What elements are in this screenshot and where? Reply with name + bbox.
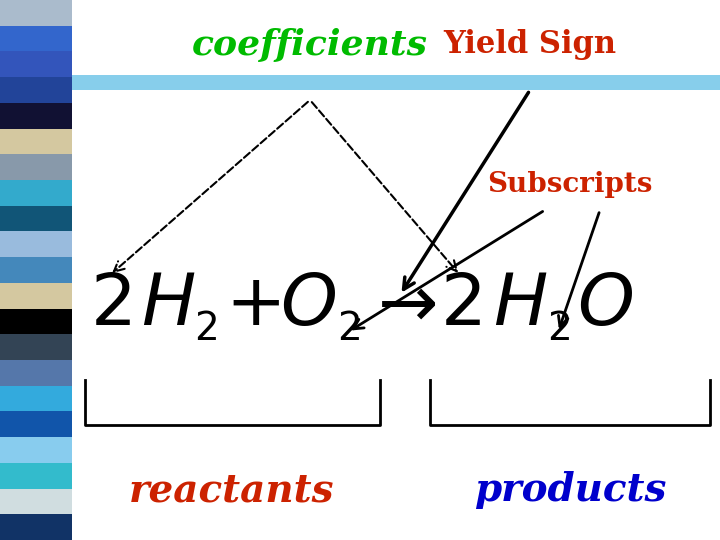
- Text: $O$: $O$: [577, 270, 633, 340]
- Bar: [0, 154, 72, 180]
- Text: products: products: [474, 471, 666, 509]
- Bar: [0, 308, 72, 334]
- Text: $O$: $O$: [280, 270, 336, 340]
- Bar: [0, 257, 72, 283]
- Text: $+$: $+$: [225, 270, 279, 340]
- Bar: [0, 437, 72, 463]
- Text: $2$: $2$: [546, 312, 570, 348]
- Bar: [0, 77, 72, 103]
- Bar: [0, 129, 72, 154]
- Text: coefficients: coefficients: [192, 28, 428, 62]
- Bar: [0, 463, 72, 489]
- Bar: [0, 283, 72, 308]
- Text: reactants: reactants: [130, 471, 335, 509]
- Bar: [0, 0, 72, 26]
- Text: $2$: $2$: [336, 312, 359, 348]
- Text: $H$: $H$: [492, 270, 547, 340]
- Bar: [72, 75, 720, 90]
- Bar: [0, 489, 72, 514]
- Bar: [0, 386, 72, 411]
- Bar: [0, 411, 72, 437]
- Text: $2$: $2$: [440, 270, 480, 340]
- Bar: [0, 51, 72, 77]
- Text: Subscripts: Subscripts: [487, 172, 653, 199]
- Bar: [0, 26, 72, 51]
- Bar: [0, 180, 72, 206]
- Bar: [0, 360, 72, 386]
- Bar: [0, 232, 72, 257]
- Bar: [0, 514, 72, 540]
- Text: $2$: $2$: [89, 270, 130, 340]
- Bar: [0, 334, 72, 360]
- Text: $2$: $2$: [194, 312, 217, 348]
- Bar: [0, 103, 72, 129]
- Text: $\rightarrow$: $\rightarrow$: [364, 270, 436, 340]
- Text: Yield Sign: Yield Sign: [444, 30, 616, 60]
- Bar: [0, 206, 72, 232]
- Text: $H$: $H$: [141, 270, 195, 340]
